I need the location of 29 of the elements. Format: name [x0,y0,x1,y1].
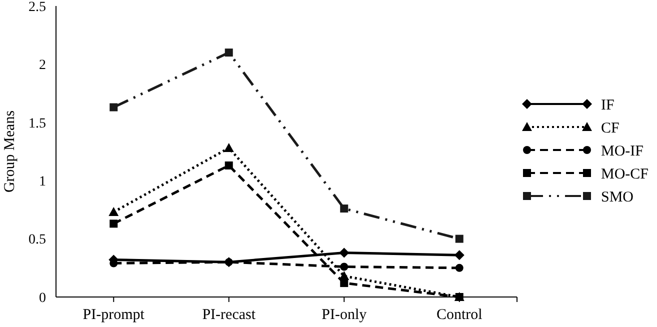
y-axis-title: Group Means [2,110,18,193]
point [455,234,464,243]
y-tick-label: 1.5 [28,116,46,132]
x-tick-label: PI-recast [202,307,256,323]
y-tick-label: 1 [39,174,46,190]
point [339,248,350,258]
x-tick-label: PI-prompt [82,307,146,323]
point [455,264,464,272]
point [340,262,348,271]
point [339,271,350,280]
point [110,103,118,112]
y-tick-label: 2.5 [28,0,46,15]
point [340,204,348,213]
x-tick-label: Control [436,307,482,323]
point [454,250,464,260]
legend-label: CF [601,120,620,136]
legend-label: SMO [601,189,634,206]
point [224,161,233,170]
y-tick-label: 0 [39,290,46,306]
legend-label: MO-IF [601,143,644,160]
legend-label: MO-CF [601,166,649,182]
x-tick-label: PI-only [322,307,368,323]
y-tick-label: 2 [39,58,46,74]
legend-label: IF [601,97,614,114]
point [108,207,119,216]
point [224,143,234,152]
y-tick-label: 0.5 [28,232,46,248]
point [224,48,233,57]
point [110,220,118,228]
